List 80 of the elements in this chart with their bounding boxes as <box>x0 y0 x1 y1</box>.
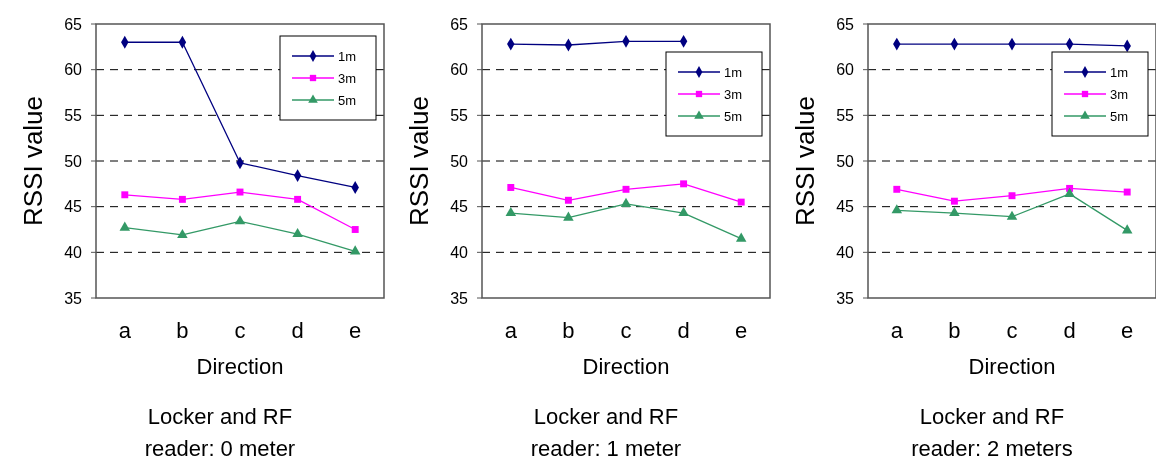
x-tick-label: c <box>620 318 632 343</box>
point <box>1064 187 1075 197</box>
x-tick-label: e <box>349 318 362 343</box>
point <box>505 206 517 217</box>
y-tick-label: 35 <box>64 289 83 307</box>
y-tick-label: 45 <box>450 198 469 216</box>
point <box>351 226 359 233</box>
x-tick-label: d <box>291 318 304 343</box>
point <box>737 198 745 206</box>
y-tick-label: 50 <box>450 152 469 170</box>
y-tick-label: 40 <box>64 243 83 261</box>
y-tick-label: 45 <box>64 198 83 216</box>
x-tick-label: d <box>1063 318 1076 343</box>
legend-label: 1m <box>338 48 357 64</box>
text: Locker and RF reader: 0 meter <box>144 404 296 461</box>
point <box>294 195 302 203</box>
x-axis-title: Direction <box>196 354 284 379</box>
legend-label: 1m <box>724 64 743 80</box>
x-tick-label: c <box>234 318 246 343</box>
point <box>564 196 572 204</box>
point <box>177 228 188 239</box>
y-tick-label: 65 <box>450 15 469 33</box>
x-axis-title: Direction <box>968 354 1056 379</box>
legend-label: 5m <box>338 92 357 108</box>
legend-label: 5m <box>1110 108 1129 124</box>
legend-label: 1m <box>1110 64 1129 80</box>
point <box>1121 224 1133 234</box>
point <box>893 185 901 193</box>
point <box>735 232 747 242</box>
y-tick-label: 60 <box>836 61 855 79</box>
y-tick-label: 35 <box>836 289 855 307</box>
point <box>891 204 903 214</box>
y-axis-title: RSSI value <box>18 95 48 227</box>
y-tick-label: 45 <box>836 198 855 216</box>
legend-label: 3m <box>724 86 743 102</box>
point <box>620 197 632 207</box>
y-tick-label: 55 <box>836 106 855 124</box>
x-tick-label: b <box>562 318 575 343</box>
x-tick-label: a <box>118 318 132 343</box>
x-tick-label: c <box>1006 318 1018 343</box>
x-tick-label: d <box>677 318 690 343</box>
text: Locker and RF reader: 2 meters <box>911 404 1073 461</box>
x-tick-label: b <box>948 318 961 343</box>
point <box>949 206 960 217</box>
y-tick-label: 40 <box>450 243 469 261</box>
point <box>178 195 186 203</box>
y-tick-label: 60 <box>450 61 469 79</box>
y-tick-label: 40 <box>836 243 855 261</box>
point <box>121 191 129 199</box>
y-tick-label: 50 <box>836 152 855 170</box>
y-tick-label: 65 <box>836 15 855 33</box>
x-tick-label: b <box>176 318 189 343</box>
legend-label: 3m <box>1110 86 1129 102</box>
y-tick-label: 55 <box>64 106 83 124</box>
y-axis-title: RSSI value <box>790 95 820 227</box>
point <box>680 180 688 188</box>
y-tick-label: 55 <box>450 106 469 124</box>
x-axis-title: Direction <box>582 354 670 379</box>
legend-label: 5m <box>724 108 743 124</box>
x-tick-label: a <box>504 318 518 343</box>
point <box>563 211 574 221</box>
point <box>349 245 361 255</box>
y-axis-title: RSSI value <box>404 95 434 227</box>
legend-label: 3m <box>338 70 357 86</box>
text: Locker and RF reader: 1 meter <box>530 404 682 461</box>
y-tick-label: 65 <box>64 15 83 33</box>
point <box>507 184 515 191</box>
y-tick-label: 35 <box>450 289 469 307</box>
point <box>950 197 958 205</box>
x-tick-label: e <box>735 318 748 343</box>
point <box>1123 188 1131 196</box>
point <box>234 215 246 225</box>
point <box>119 221 131 231</box>
x-tick-label: a <box>890 318 904 343</box>
point <box>678 206 689 217</box>
x-tick-label: e <box>1121 318 1134 343</box>
y-tick-label: 50 <box>64 152 83 170</box>
y-tick-label: 60 <box>64 61 83 79</box>
point <box>292 227 303 238</box>
point <box>1006 210 1018 220</box>
